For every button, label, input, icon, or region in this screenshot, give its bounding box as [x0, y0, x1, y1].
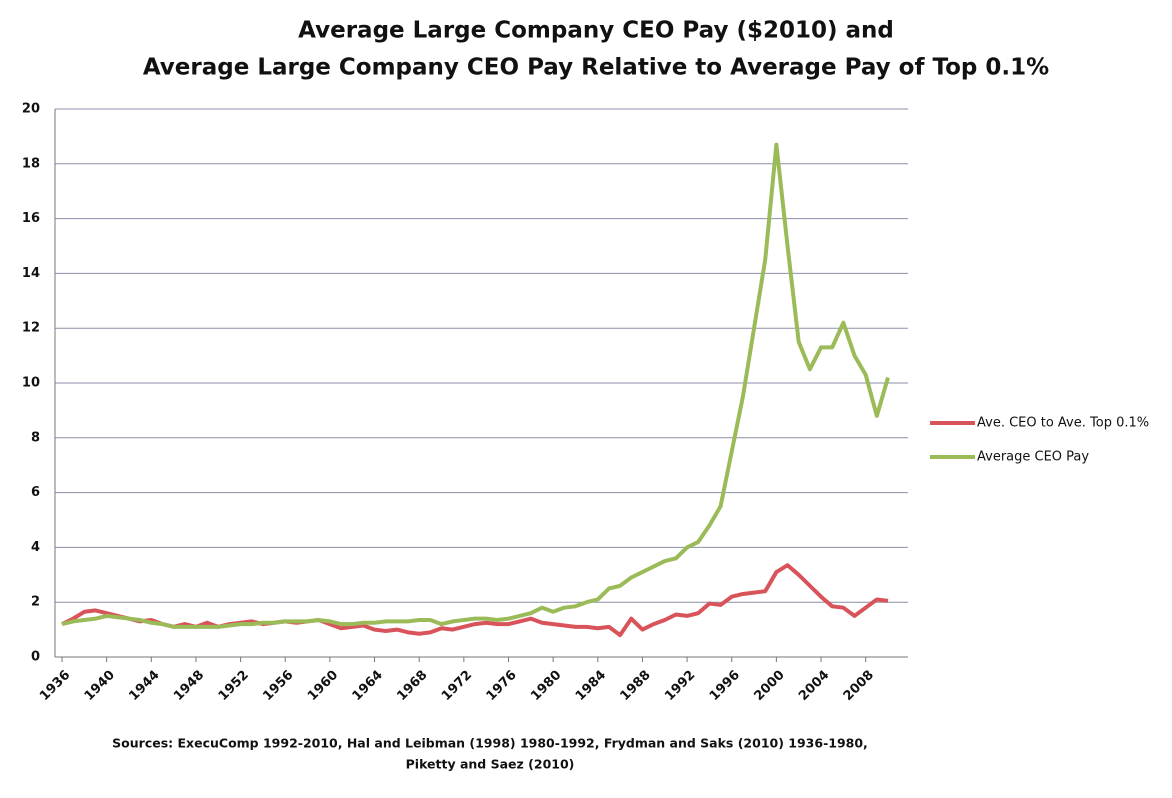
- x-tick-label: 1948: [171, 668, 207, 704]
- x-tick-label: 1972: [439, 668, 475, 704]
- source-note: Sources: ExecuComp 1992-2010, Hal and Le…: [112, 736, 868, 751]
- legend-label: Average CEO Pay: [977, 450, 1089, 465]
- x-tick-label: 1976: [484, 668, 520, 704]
- y-tick-label: 2: [31, 595, 40, 610]
- x-tick-label: 1968: [394, 668, 430, 704]
- x-tick-label: 1988: [618, 668, 654, 704]
- x-tick-label: 1956: [260, 668, 296, 704]
- x-tick-label: 2008: [841, 668, 877, 704]
- chart-title: Average Large Company CEO Pay ($2010) an…: [298, 18, 894, 44]
- series-line: [61, 563, 889, 638]
- y-tick-label: 6: [31, 485, 40, 500]
- x-tick-label: 1940: [82, 668, 118, 704]
- x-tick-label: 1992: [662, 668, 698, 704]
- y-tick-label: 0: [31, 650, 40, 665]
- x-tick-label: 1996: [707, 668, 743, 704]
- x-tick-label: 1952: [216, 668, 252, 704]
- x-tick-label: 1964: [350, 668, 386, 704]
- x-tick-label: 1984: [573, 668, 609, 704]
- chart-title: Average Large Company CEO Pay Relative t…: [143, 55, 1049, 81]
- x-tick-label: 1960: [305, 668, 341, 704]
- y-tick-label: 14: [22, 266, 40, 281]
- y-tick-label: 16: [22, 211, 40, 226]
- legend-label: Ave. CEO to Ave. Top 0.1%: [977, 416, 1149, 431]
- x-tick-label: 1936: [37, 668, 73, 704]
- y-tick-label: 12: [22, 321, 40, 336]
- series-line: [61, 142, 890, 629]
- x-tick-label: 1980: [528, 668, 564, 704]
- y-tick-label: 20: [22, 102, 40, 117]
- x-tick-label: 2004: [796, 668, 832, 704]
- y-tick-label: 10: [22, 376, 40, 391]
- y-tick-label: 18: [22, 156, 40, 171]
- y-tick-label: 8: [31, 430, 40, 445]
- source-note: Piketty and Saez (2010): [406, 757, 575, 772]
- y-tick-label: 4: [31, 540, 40, 555]
- x-tick-label: 2000: [751, 668, 787, 704]
- x-tick-label: 1944: [126, 668, 162, 704]
